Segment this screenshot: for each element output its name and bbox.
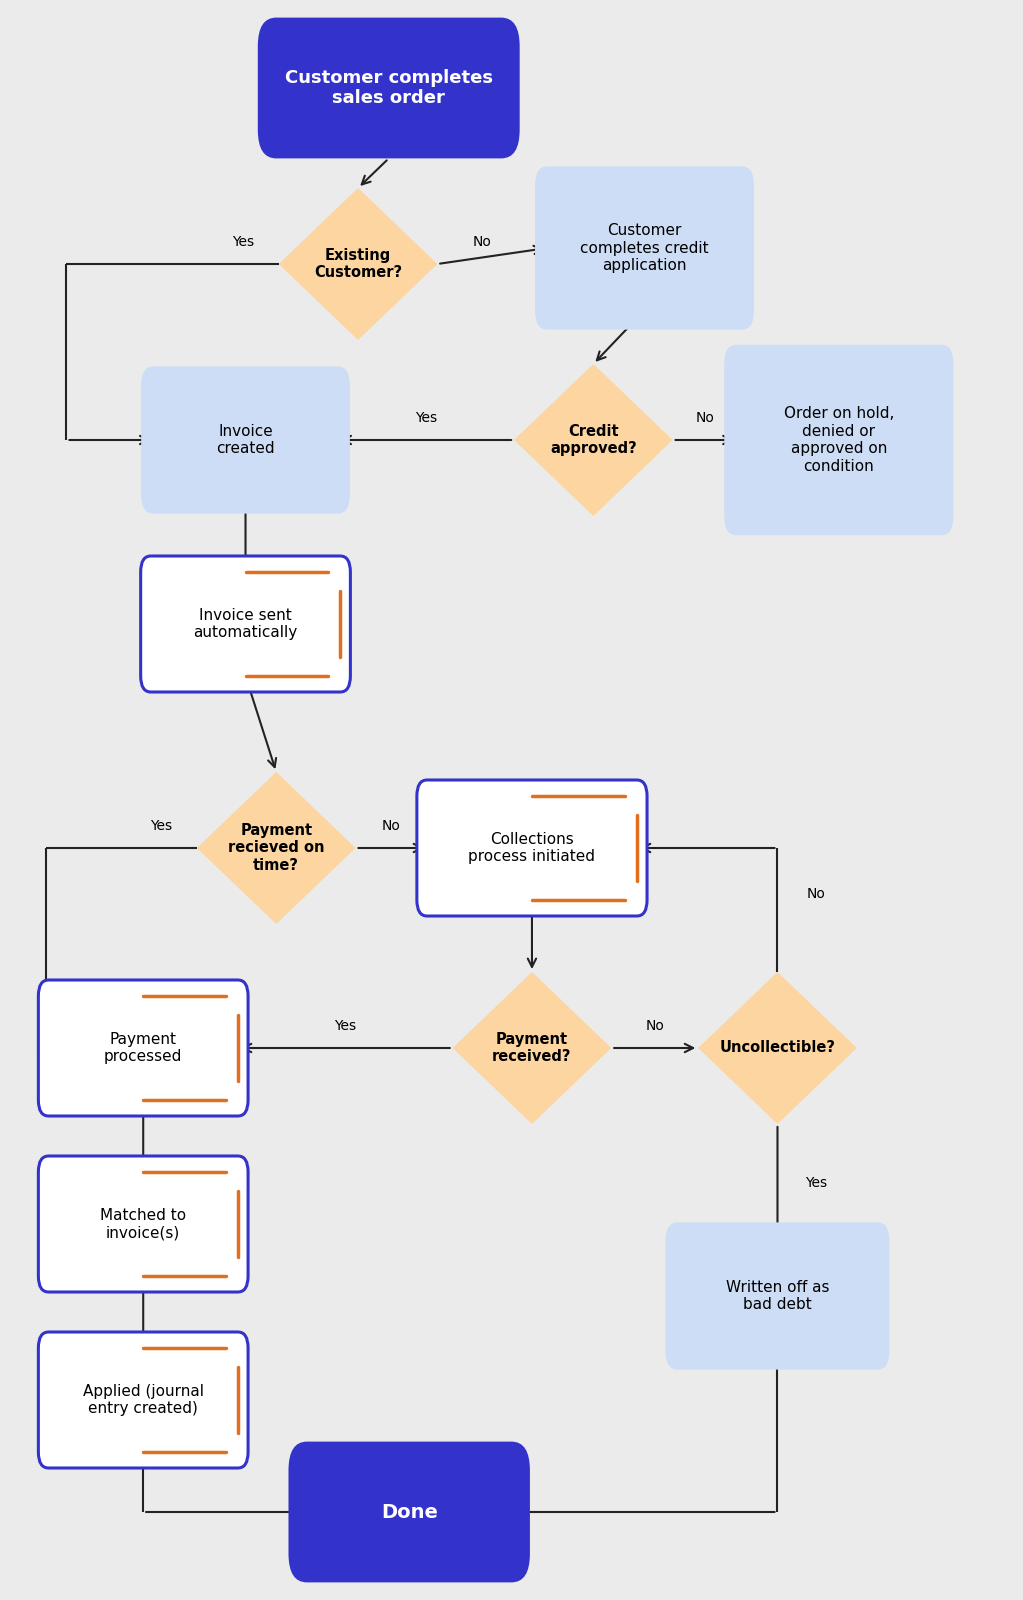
- Text: Payment
recieved on
time?: Payment recieved on time?: [228, 822, 324, 874]
- Text: Uncollectible?: Uncollectible?: [719, 1040, 836, 1056]
- FancyBboxPatch shape: [665, 1222, 889, 1370]
- Polygon shape: [452, 973, 612, 1123]
- Text: No: No: [646, 1019, 664, 1032]
- Text: No: No: [807, 886, 826, 901]
- Text: Customer
completes credit
application: Customer completes credit application: [580, 222, 709, 274]
- FancyBboxPatch shape: [417, 781, 648, 915]
- Text: Yes: Yes: [414, 411, 437, 424]
- Text: Existing
Customer?: Existing Customer?: [314, 248, 402, 280]
- Text: Customer completes
sales order: Customer completes sales order: [284, 69, 493, 107]
- FancyBboxPatch shape: [39, 1331, 248, 1469]
- Text: No: No: [382, 819, 401, 832]
- Polygon shape: [278, 187, 438, 341]
- FancyBboxPatch shape: [39, 979, 248, 1117]
- Text: Order on hold,
denied or
approved on
condition: Order on hold, denied or approved on con…: [784, 406, 894, 474]
- Text: Payment
received?: Payment received?: [492, 1032, 572, 1064]
- FancyBboxPatch shape: [724, 344, 953, 534]
- Text: Invoice
created: Invoice created: [216, 424, 275, 456]
- Text: Done: Done: [381, 1502, 438, 1522]
- Text: Collections
process initiated: Collections process initiated: [469, 832, 595, 864]
- Text: Credit
approved?: Credit approved?: [550, 424, 636, 456]
- Text: Written off as
bad debt: Written off as bad debt: [725, 1280, 830, 1312]
- FancyBboxPatch shape: [140, 557, 350, 691]
- FancyBboxPatch shape: [288, 1442, 530, 1582]
- Text: Applied (journal
entry created): Applied (journal entry created): [83, 1384, 204, 1416]
- FancyBboxPatch shape: [258, 18, 520, 158]
- Text: No: No: [473, 235, 491, 248]
- Text: Yes: Yes: [232, 235, 254, 248]
- Text: No: No: [696, 411, 714, 424]
- Text: Yes: Yes: [335, 1019, 356, 1032]
- Text: Yes: Yes: [805, 1176, 828, 1190]
- Text: Invoice sent
automatically: Invoice sent automatically: [193, 608, 298, 640]
- FancyBboxPatch shape: [535, 166, 754, 330]
- Polygon shape: [514, 365, 673, 515]
- Polygon shape: [698, 973, 857, 1123]
- Polygon shape: [196, 773, 356, 925]
- FancyBboxPatch shape: [39, 1155, 248, 1293]
- FancyBboxPatch shape: [141, 366, 350, 514]
- Text: Payment
processed: Payment processed: [104, 1032, 182, 1064]
- Text: Yes: Yes: [150, 819, 172, 832]
- Text: Matched to
invoice(s): Matched to invoice(s): [100, 1208, 186, 1240]
